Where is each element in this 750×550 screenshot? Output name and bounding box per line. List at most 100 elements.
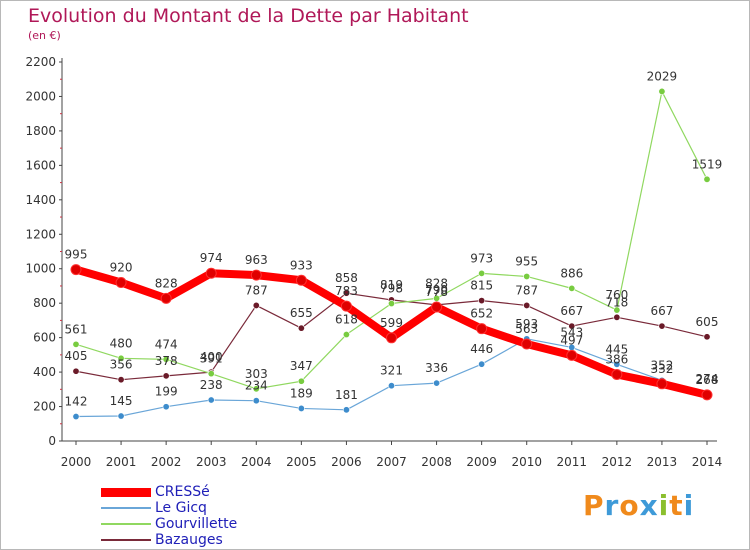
data-label: 445 (605, 342, 628, 356)
data-label: 798 (380, 282, 403, 296)
data-point (252, 301, 260, 309)
x-tick-label: 2014 (692, 455, 723, 469)
data-label: 303 (245, 367, 268, 381)
data-point (162, 355, 170, 363)
data-label: 274 (696, 372, 719, 386)
legend: CRESSé Le Gicq Gourvillette Bazauges (101, 484, 237, 548)
x-tick-label: 2001 (106, 455, 137, 469)
data-label: 199 (155, 385, 178, 399)
data-point (117, 412, 125, 420)
legend-item: Bazauges (101, 532, 237, 548)
data-label: 828 (425, 276, 448, 290)
data-point (162, 403, 170, 411)
data-point (478, 269, 486, 277)
chart-unit: (en €) (28, 29, 61, 42)
data-point (342, 331, 350, 339)
data-point (207, 396, 215, 404)
data-point (613, 360, 621, 368)
y-tick-label: 1800 (25, 124, 56, 138)
data-label: 995 (65, 248, 88, 262)
data-point (72, 367, 80, 375)
legend-swatch (101, 523, 155, 525)
legend-label: Bazauges (155, 532, 223, 548)
data-point (703, 333, 711, 341)
y-tick-label: 400 (33, 365, 56, 379)
x-tick-label: 2013 (647, 455, 678, 469)
data-point (205, 267, 217, 279)
legend-label: CRESSé (155, 484, 210, 500)
data-point (568, 322, 576, 330)
data-label: 815 (470, 279, 493, 293)
data-label: 599 (380, 316, 403, 330)
data-label: 391 (200, 352, 223, 366)
data-point (521, 338, 533, 350)
y-tick-label: 1200 (25, 227, 56, 241)
y-tick-label: 600 (33, 331, 56, 345)
data-point (160, 292, 172, 304)
data-point (478, 297, 486, 305)
data-label: 181 (335, 388, 358, 402)
x-tick-label: 2004 (241, 455, 272, 469)
data-point (342, 406, 350, 414)
x-tick-label: 2008 (421, 455, 452, 469)
data-point (252, 385, 260, 393)
data-point (295, 274, 307, 286)
data-point (342, 289, 350, 297)
data-point (117, 376, 125, 384)
data-point (431, 301, 443, 313)
data-point (478, 360, 486, 368)
data-label: 563 (515, 322, 538, 336)
data-label: 332 (650, 362, 673, 376)
data-label: 593 (515, 317, 538, 331)
data-label: 790 (425, 283, 448, 297)
data-label: 760 (605, 288, 628, 302)
legend-item: Gourvillette (101, 516, 237, 532)
legend-swatch (101, 487, 155, 497)
data-point (613, 306, 621, 314)
data-label: 2029 (647, 69, 678, 83)
x-tick-label: 2009 (466, 455, 497, 469)
data-point (656, 378, 668, 390)
y-tick-label: 200 (33, 400, 56, 414)
data-label: 400 (200, 350, 223, 364)
data-label: 386 (605, 353, 628, 367)
data-point (387, 382, 395, 390)
data-point (297, 404, 305, 412)
data-label: 819 (380, 278, 403, 292)
y-tick-label: 2000 (25, 89, 56, 103)
data-point (117, 354, 125, 362)
data-point (387, 300, 395, 308)
x-tick-label: 2007 (376, 455, 407, 469)
data-label: 347 (290, 359, 313, 373)
data-label: 480 (110, 336, 133, 350)
data-point (72, 340, 80, 348)
data-label: 933 (290, 258, 313, 272)
data-label: 605 (696, 315, 719, 329)
data-label: 718 (605, 295, 628, 309)
data-label: 145 (110, 394, 133, 408)
legend-label: Le Gicq (155, 500, 207, 516)
data-label: 618 (335, 313, 358, 327)
data-label: 787 (515, 283, 538, 297)
data-label: 321 (380, 364, 403, 378)
data-label: 446 (470, 342, 493, 356)
data-label: 268 (696, 373, 719, 387)
data-label: 886 (560, 266, 583, 280)
chart-title: Evolution du Montant de la Dette par Hab… (28, 5, 469, 27)
legend-label: Gourvillette (155, 516, 238, 532)
data-label: 561 (65, 322, 88, 336)
legend-swatch (101, 507, 155, 509)
data-point (250, 269, 262, 281)
legend-item: Le Gicq (101, 500, 237, 516)
data-label: 378 (155, 354, 178, 368)
y-tick-label: 1000 (25, 262, 56, 276)
data-label: 778 (425, 285, 448, 299)
data-point (386, 332, 397, 344)
data-point (297, 324, 305, 332)
data-label: 783 (335, 284, 358, 298)
y-tick-label: 800 (33, 296, 56, 310)
x-tick-label: 2010 (511, 455, 542, 469)
data-point (115, 277, 127, 289)
data-point (701, 389, 713, 401)
